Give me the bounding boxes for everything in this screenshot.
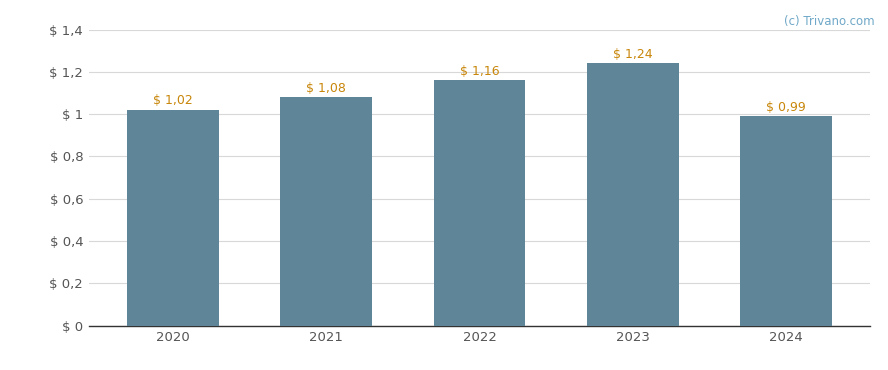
- Bar: [740, 116, 832, 326]
- Bar: [587, 63, 678, 326]
- Bar: [127, 110, 219, 326]
- Text: (c) Trivano.com: (c) Trivano.com: [784, 15, 875, 28]
- Bar: [281, 97, 372, 326]
- Text: $ 1,16: $ 1,16: [460, 65, 499, 78]
- Text: $ 1,08: $ 1,08: [306, 81, 346, 94]
- Text: $ 1,24: $ 1,24: [613, 48, 653, 61]
- Text: $ 1,02: $ 1,02: [154, 94, 193, 107]
- Bar: [433, 80, 526, 326]
- Text: $ 0,99: $ 0,99: [766, 101, 805, 114]
